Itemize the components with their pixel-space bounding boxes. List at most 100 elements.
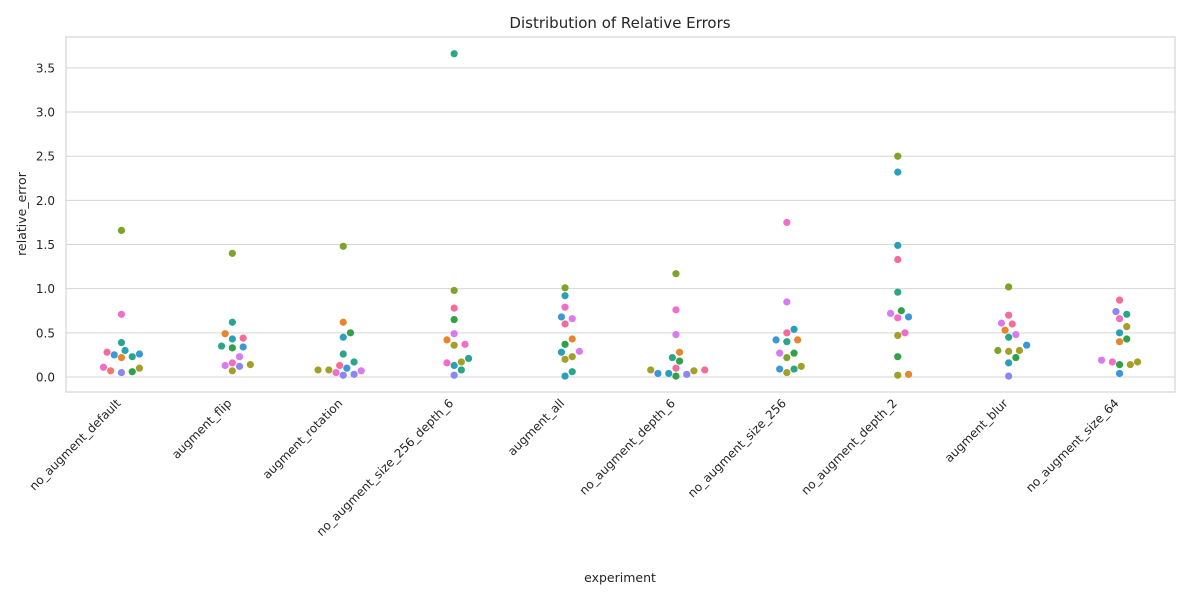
data-point bbox=[339, 371, 347, 379]
data-point bbox=[783, 298, 791, 306]
data-point bbox=[135, 350, 144, 358]
data-point bbox=[339, 333, 347, 341]
data-point bbox=[894, 371, 902, 379]
data-point bbox=[443, 336, 451, 344]
data-point bbox=[1005, 372, 1013, 380]
data-point bbox=[1115, 329, 1124, 337]
data-point bbox=[1108, 358, 1116, 366]
data-point bbox=[672, 364, 680, 372]
data-point bbox=[1005, 359, 1013, 367]
data-point bbox=[901, 329, 909, 337]
data-point bbox=[776, 365, 784, 373]
data-point bbox=[450, 304, 458, 312]
data-point bbox=[239, 343, 247, 351]
data-point bbox=[450, 50, 458, 58]
data-point bbox=[683, 370, 691, 378]
data-point bbox=[1115, 315, 1124, 323]
data-point bbox=[450, 330, 458, 338]
y-tick-label: 1.0 bbox=[36, 282, 55, 296]
data-point bbox=[221, 361, 229, 370]
data-point bbox=[464, 354, 473, 363]
data-point bbox=[561, 372, 569, 380]
data-point bbox=[1115, 296, 1124, 304]
plot-frame bbox=[65, 36, 1176, 393]
data-point bbox=[1015, 346, 1024, 355]
data-point bbox=[668, 353, 676, 362]
data-point bbox=[904, 370, 913, 378]
data-point bbox=[99, 363, 108, 371]
data-point bbox=[894, 331, 902, 340]
data-point bbox=[654, 369, 662, 378]
data-point bbox=[457, 358, 465, 366]
data-point bbox=[1123, 323, 1131, 331]
data-point bbox=[783, 329, 791, 337]
data-point bbox=[1097, 356, 1106, 364]
data-point bbox=[894, 152, 902, 160]
data-point bbox=[886, 309, 895, 318]
data-point bbox=[561, 355, 569, 363]
data-point bbox=[776, 349, 784, 357]
x-tick-label: augment_all bbox=[505, 396, 567, 458]
y-tick-label: 1.5 bbox=[36, 238, 55, 252]
data-point bbox=[239, 334, 247, 342]
data-point bbox=[997, 319, 1006, 327]
data-point bbox=[336, 361, 344, 370]
data-point bbox=[1023, 341, 1031, 349]
data-point bbox=[568, 353, 576, 361]
data-point bbox=[701, 366, 709, 374]
data-point bbox=[783, 338, 791, 346]
data-point bbox=[894, 241, 902, 250]
data-point bbox=[103, 348, 111, 356]
data-point bbox=[117, 338, 126, 347]
data-point bbox=[1133, 358, 1142, 366]
data-point bbox=[894, 353, 902, 361]
data-point bbox=[228, 367, 236, 375]
data-point bbox=[647, 366, 655, 374]
data-point bbox=[217, 342, 226, 350]
data-point bbox=[461, 340, 469, 348]
data-point bbox=[339, 318, 347, 326]
data-point bbox=[110, 351, 118, 359]
data-point bbox=[561, 340, 569, 348]
data-point bbox=[783, 353, 791, 362]
data-point bbox=[675, 357, 684, 365]
data-point bbox=[1012, 330, 1020, 339]
data-point bbox=[450, 315, 458, 324]
data-point bbox=[994, 346, 1002, 355]
data-point bbox=[672, 330, 680, 339]
x-tick-label: no_augment_size_256 bbox=[685, 396, 789, 500]
data-point bbox=[450, 286, 458, 295]
data-point bbox=[561, 292, 569, 300]
data-point bbox=[1115, 338, 1124, 346]
data-point bbox=[672, 372, 680, 380]
data-point bbox=[1112, 308, 1120, 316]
data-point bbox=[675, 348, 684, 356]
data-point bbox=[350, 358, 358, 366]
data-point bbox=[350, 370, 358, 378]
data-point bbox=[794, 336, 802, 344]
data-point bbox=[117, 310, 126, 318]
y-tick-label: 2.5 bbox=[36, 150, 55, 164]
data-point bbox=[1005, 311, 1013, 319]
y-tick-label: 0.0 bbox=[36, 370, 55, 384]
data-point bbox=[228, 249, 236, 257]
data-points bbox=[99, 50, 1142, 380]
data-point bbox=[450, 361, 458, 370]
data-point bbox=[228, 344, 236, 352]
data-point bbox=[235, 362, 244, 370]
x-tick-label: augment_blur bbox=[942, 396, 1011, 465]
data-point bbox=[772, 336, 780, 344]
x-tick-label: no_augment_depth_2 bbox=[798, 396, 899, 497]
data-point bbox=[128, 368, 136, 376]
data-point bbox=[894, 288, 902, 296]
data-point bbox=[904, 313, 913, 321]
y-tick-label: 0.5 bbox=[36, 326, 55, 340]
x-tick-label: no_augment_size_64 bbox=[1023, 396, 1122, 495]
x-axis-ticks: no_augment_default augment_flip augment_ro… bbox=[27, 396, 1122, 539]
data-point bbox=[561, 320, 569, 328]
data-point bbox=[128, 353, 136, 361]
y-axis-label: relative_error bbox=[14, 171, 29, 256]
data-point bbox=[790, 365, 798, 373]
data-point bbox=[135, 364, 144, 372]
